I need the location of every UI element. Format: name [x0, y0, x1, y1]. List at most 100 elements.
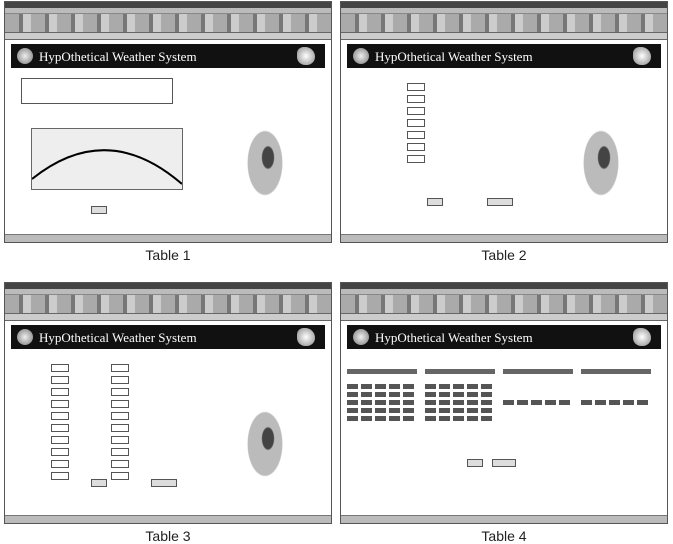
cell [361, 408, 372, 413]
cell [375, 392, 386, 397]
header-bar [425, 369, 495, 374]
logo [297, 328, 315, 346]
cell [439, 408, 450, 413]
map [235, 389, 295, 499]
input [51, 424, 69, 432]
cell [453, 392, 464, 397]
cell [361, 384, 372, 389]
input [51, 472, 69, 480]
button [151, 479, 177, 487]
input [407, 107, 425, 115]
logo [297, 47, 315, 65]
caption: Table 2 [340, 247, 668, 263]
cell [595, 400, 606, 405]
input [51, 376, 69, 384]
screenshot: HypOthetical Weather System [4, 282, 332, 524]
cell [375, 408, 386, 413]
banner: HypOthetical Weather System [347, 325, 661, 349]
input [407, 131, 425, 139]
map [571, 108, 631, 218]
caption: Table 1 [4, 247, 332, 263]
logo [17, 48, 33, 64]
logo [633, 47, 651, 65]
cell [481, 416, 492, 421]
toolbar [341, 295, 667, 314]
cell [637, 400, 648, 405]
cell [361, 416, 372, 421]
cell [581, 400, 592, 405]
cell [403, 408, 414, 413]
toolbar [5, 295, 331, 314]
cell [425, 400, 436, 405]
status-bar [341, 515, 667, 523]
cell [481, 392, 492, 397]
status-bar [5, 515, 331, 523]
cell [347, 408, 358, 413]
banner-title: HypOthetical Weather System [39, 330, 197, 346]
content [11, 68, 325, 232]
address-bar [5, 314, 331, 321]
cell [375, 400, 386, 405]
cell [347, 392, 358, 397]
banner-title: HypOthetical Weather System [375, 49, 533, 65]
banner: HypOthetical Weather System [11, 44, 325, 68]
cell [453, 400, 464, 405]
content [11, 349, 325, 513]
cell [453, 408, 464, 413]
status-bar [341, 234, 667, 242]
input [111, 460, 129, 468]
screenshot: HypOthetical Weather System [340, 282, 668, 524]
curve [32, 150, 182, 184]
cell [403, 384, 414, 389]
logo [353, 48, 369, 64]
input [51, 364, 69, 372]
cell [389, 416, 400, 421]
button [91, 479, 107, 487]
cell [361, 392, 372, 397]
input [51, 412, 69, 420]
input [111, 436, 129, 444]
input [111, 376, 129, 384]
panel: HypOthetical Weather System Table 1 [4, 1, 332, 263]
screenshot: HypOthetical Weather System [4, 1, 332, 243]
cell [467, 408, 478, 413]
cell [347, 400, 358, 405]
button [487, 198, 513, 206]
cell [467, 400, 478, 405]
panel: HypOthetical Weather System Table 3 [4, 282, 332, 544]
address-bar [341, 33, 667, 40]
caption: Table 3 [4, 528, 332, 544]
input [51, 448, 69, 456]
status-bar [5, 234, 331, 242]
input [111, 424, 129, 432]
cell [559, 400, 570, 405]
cell [403, 400, 414, 405]
panel: HypOthetical Weather System Table 4 [340, 282, 668, 544]
cell [481, 408, 492, 413]
cell [609, 400, 620, 405]
input [111, 388, 129, 396]
address-bar [341, 314, 667, 321]
cell [389, 400, 400, 405]
toolbar [341, 14, 667, 33]
cell [467, 384, 478, 389]
content [347, 68, 661, 232]
cell [425, 416, 436, 421]
caption: Table 4 [340, 528, 668, 544]
input [111, 364, 129, 372]
form-box [21, 78, 173, 104]
map [235, 108, 295, 218]
banner-title: HypOthetical Weather System [375, 330, 533, 346]
cell [439, 392, 450, 397]
cell [375, 416, 386, 421]
button [492, 459, 516, 467]
page: HypOthetical Weather SystemTable 1HypOth… [0, 0, 673, 544]
cell [425, 392, 436, 397]
input [51, 436, 69, 444]
cell [439, 384, 450, 389]
input [111, 472, 129, 480]
cell [439, 416, 450, 421]
input [407, 95, 425, 103]
cell [453, 384, 464, 389]
header-bar [503, 369, 573, 374]
